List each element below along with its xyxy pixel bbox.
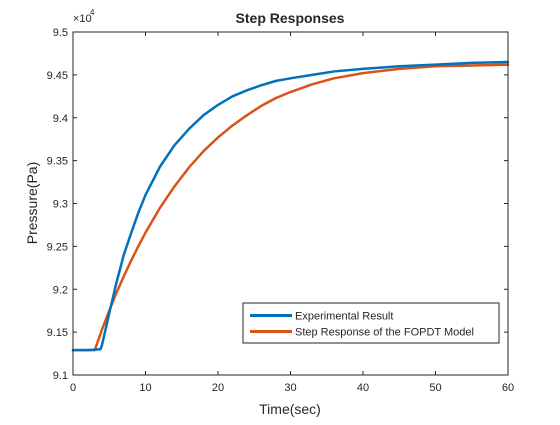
- y-tick-label: 9.45: [47, 70, 68, 82]
- y-exponent-base: ×10: [73, 13, 92, 25]
- x-tick-label: 0: [70, 382, 76, 394]
- x-tick-label: 60: [502, 382, 514, 394]
- ticks: 0 10 20 30 40 50 60 9.1 9.15 9.2 9.25 9.3 9.35 9.4 9.4…: [47, 27, 515, 394]
- y-tick-label: 9.5: [53, 27, 68, 39]
- y-axis-label: Pressure(Pa): [24, 162, 40, 244]
- x-tick-label: 10: [139, 382, 151, 394]
- legend-label-experimental: Experimental Result: [295, 311, 393, 323]
- legend: Experimental Result Step Response of the…: [242, 302, 500, 344]
- x-tick-label: 40: [357, 382, 369, 394]
- y-tick-label: 9.3: [53, 199, 68, 211]
- x-axis-label: Time(sec): [259, 401, 321, 417]
- x-tick-label: 50: [429, 382, 441, 394]
- x-tick-label: 20: [212, 382, 224, 394]
- plot-lines: [71, 60, 510, 352]
- legend-label-fopdt: Step Response of the FOPDT Model: [295, 327, 474, 339]
- legend-box: [242, 302, 500, 344]
- series-line-experimental: [71, 60, 510, 352]
- y-tick-label: 9.35: [47, 156, 68, 168]
- y-exponent-power: 4: [90, 8, 95, 17]
- y-tick-label: 9.25: [47, 241, 68, 253]
- chart-title: Step Responses: [236, 10, 345, 26]
- y-tick-label: 9.15: [47, 327, 68, 339]
- y-tick-label: 9.4: [53, 113, 68, 125]
- x-tick-label: 30: [284, 382, 296, 394]
- y-tick-label: 9.2: [53, 284, 68, 296]
- y-tick-label: 9.1: [53, 370, 68, 382]
